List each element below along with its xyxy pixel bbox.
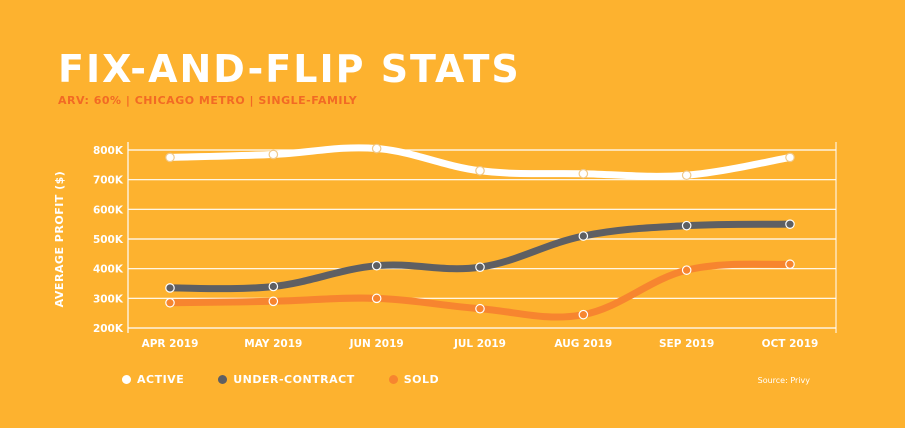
data-point-under-contract	[785, 219, 795, 229]
data-point-active	[165, 152, 175, 163]
chart-title: FIX-AND-FLIP STATS	[58, 47, 521, 91]
data-point-sold	[681, 265, 692, 275]
source-note: Source: Privy	[757, 376, 810, 385]
legend-item-active: ACTIVE	[122, 373, 184, 386]
data-point-sold	[578, 309, 589, 320]
y-tick-label: 800K	[93, 145, 124, 157]
legend-label-sold: SOLD	[403, 373, 440, 386]
y-tick-label: 500K	[93, 234, 124, 246]
x-tick-label: AUG 2019	[554, 338, 612, 350]
data-point-sold	[475, 303, 485, 314]
legend-item-under-contract: UNDER-CONTRACT	[218, 373, 355, 386]
legend-marker-active	[122, 375, 131, 384]
y-tick-label: 700K	[93, 175, 124, 187]
data-point-active	[578, 168, 589, 179]
x-tick-label: OCT 2019	[762, 338, 819, 350]
legend-marker-under-contract	[218, 375, 228, 384]
chart-subtitle: ARV: 60% | CHICAGO METRO | SINGLE-FAMILY	[58, 94, 358, 107]
x-tick-label: JUL 2019	[453, 338, 506, 350]
x-tick-label: JUN 2019	[349, 338, 404, 350]
data-point-sold	[785, 259, 795, 270]
y-tick-label: 300K	[93, 293, 124, 305]
y-tick-label: 400K	[93, 264, 124, 276]
data-point-active	[268, 149, 279, 160]
legend-item-sold: SOLD	[388, 373, 440, 386]
x-tick-label: SEP 2019	[659, 338, 714, 350]
data-point-sold	[165, 297, 175, 308]
data-point-active	[371, 143, 382, 154]
legend-marker-sold	[388, 375, 398, 384]
data-point-sold	[371, 293, 382, 304]
data-point-active	[475, 165, 485, 176]
series-line-under-contract	[166, 220, 794, 293]
y-tick-label: 600K	[93, 204, 124, 216]
y-axis-title: AVERAGE PROFIT ($)	[53, 171, 66, 308]
legend-label-active: ACTIVE	[137, 373, 185, 386]
data-point-under-contract	[165, 283, 175, 293]
data-point-under-contract	[578, 231, 589, 241]
data-point-active	[785, 152, 795, 163]
data-point-under-contract	[371, 260, 382, 271]
legend-label-under-contract: UNDER-CONTRACT	[233, 373, 355, 386]
data-point-active	[681, 170, 692, 181]
data-point-under-contract	[475, 262, 485, 272]
data-point-under-contract	[681, 220, 692, 231]
x-tick-label: APR 2019	[142, 338, 199, 350]
x-tick-label: MAY 2019	[244, 338, 302, 350]
y-tick-label: 200K	[93, 323, 124, 335]
data-point-sold	[268, 296, 279, 307]
legend: ACTIVE UNDER-CONTRACT SOLD	[122, 373, 473, 386]
data-point-under-contract	[268, 281, 279, 292]
